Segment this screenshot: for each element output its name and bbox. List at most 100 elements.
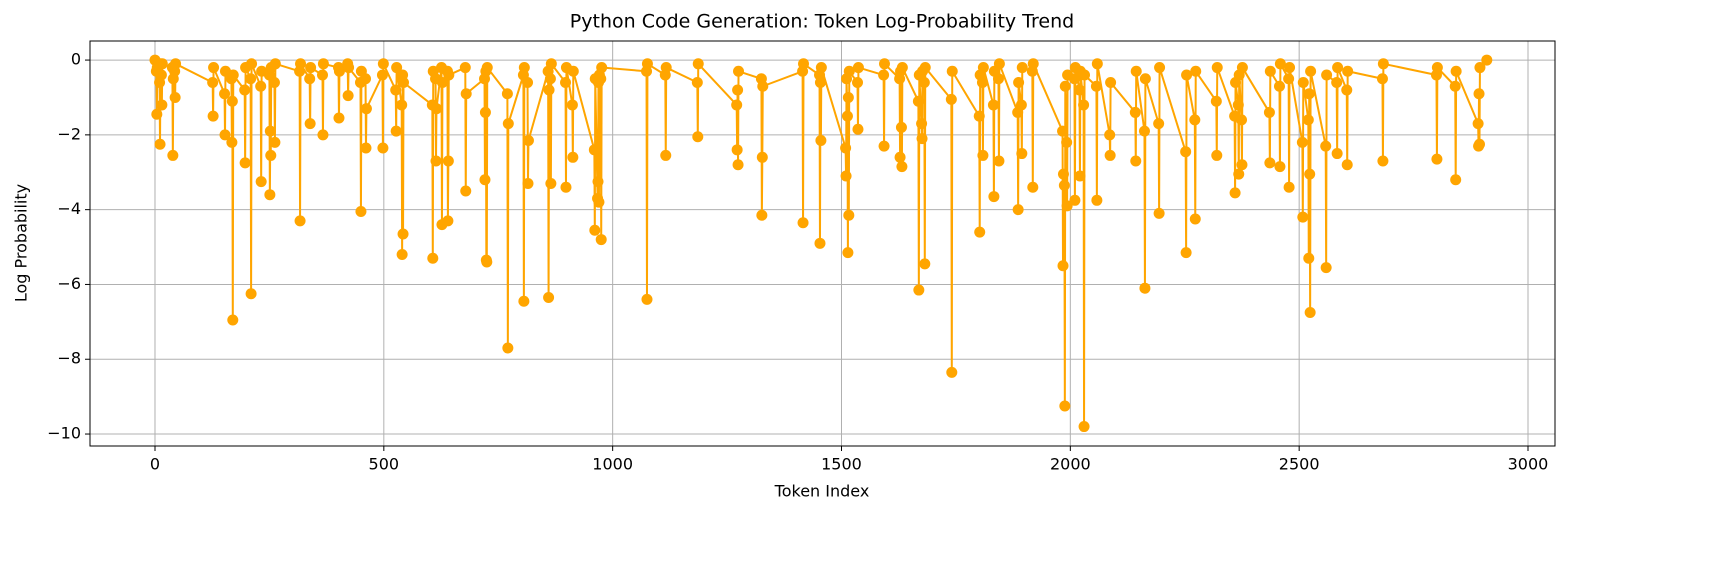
data-point: [1481, 54, 1493, 66]
data-point: [522, 77, 534, 89]
data-point: [1013, 77, 1025, 89]
data-point: [993, 155, 1005, 167]
data-point: [305, 62, 317, 74]
data-point: [756, 209, 768, 221]
data-point: [592, 176, 604, 188]
data-point: [1059, 400, 1071, 412]
data-point: [1305, 65, 1317, 77]
data-point: [1211, 62, 1223, 74]
data-point: [973, 110, 985, 122]
data-point: [1236, 62, 1248, 74]
data-point: [376, 69, 388, 81]
data-point: [560, 181, 572, 193]
data-point: [1263, 106, 1275, 118]
data-point: [1153, 118, 1165, 130]
data-point: [479, 174, 491, 186]
data-point: [1091, 194, 1103, 206]
chart-title: Python Code Generation: Token Log-Probab…: [570, 11, 1074, 33]
data-point: [1331, 77, 1343, 89]
data-point: [1284, 62, 1296, 74]
data-point: [1015, 99, 1027, 111]
data-point: [840, 142, 852, 154]
data-point: [1016, 62, 1028, 74]
data-point: [1211, 149, 1223, 161]
data-point: [333, 65, 345, 77]
data-point: [522, 134, 534, 146]
data-point: [1059, 80, 1071, 92]
data-point: [390, 84, 402, 96]
data-point: [1057, 125, 1069, 137]
y-tick-label: −8: [57, 349, 81, 368]
data-point: [977, 149, 989, 161]
data-point: [154, 138, 166, 150]
data-point: [567, 151, 579, 163]
x-tick-label: 3000: [1508, 455, 1549, 474]
data-point: [156, 58, 168, 70]
data-point: [1153, 207, 1165, 219]
data-point: [976, 77, 988, 89]
data-point: [1283, 181, 1295, 193]
data-point: [269, 58, 281, 70]
data-point: [731, 144, 743, 156]
data-point: [1129, 106, 1141, 118]
data-point: [360, 103, 372, 115]
data-point: [545, 58, 557, 70]
data-point: [566, 99, 578, 111]
data-point: [946, 366, 958, 378]
data-point: [396, 99, 408, 111]
data-point: [208, 62, 220, 74]
data-point: [391, 62, 403, 74]
data-point: [916, 118, 928, 130]
data-point: [226, 136, 238, 148]
data-point: [226, 95, 238, 107]
data-point: [1296, 136, 1308, 148]
y-tick-label: −6: [57, 274, 81, 293]
data-point: [442, 155, 454, 167]
data-point: [377, 58, 389, 70]
data-point: [430, 155, 442, 167]
data-point: [268, 77, 280, 89]
data-point: [852, 62, 864, 74]
data-point: [543, 84, 555, 96]
data-point: [1138, 125, 1150, 137]
data-point: [1304, 168, 1316, 180]
data-point: [641, 293, 653, 305]
data-point: [1090, 80, 1102, 92]
data-point: [660, 62, 672, 74]
data-point: [1190, 65, 1202, 77]
data-point: [443, 69, 455, 81]
data-point: [1233, 168, 1245, 180]
data-point: [593, 196, 605, 208]
data-point: [912, 95, 924, 107]
data-point: [660, 149, 672, 161]
data-point: [543, 292, 555, 304]
data-point: [1210, 95, 1222, 107]
data-point: [442, 215, 454, 227]
data-point: [255, 80, 267, 92]
data-point: [294, 215, 306, 227]
data-point: [852, 77, 864, 89]
data-point: [1104, 129, 1116, 141]
data-point: [269, 136, 281, 148]
x-tick-label: 1500: [821, 455, 862, 474]
data-point: [1302, 114, 1314, 126]
data-point: [1139, 282, 1151, 294]
plot-frame: [89, 40, 1556, 447]
data-point: [1074, 170, 1086, 182]
data-point: [1027, 181, 1039, 193]
data-point: [155, 69, 167, 81]
x-axis-label: Token Index: [774, 482, 870, 501]
data-point: [797, 217, 809, 229]
data-point: [757, 80, 769, 92]
data-point: [840, 170, 852, 182]
data-point: [1069, 194, 1081, 206]
data-point: [1273, 80, 1285, 92]
data-point: [245, 73, 257, 85]
data-point: [1474, 62, 1486, 74]
data-point: [1473, 88, 1485, 100]
data-point: [430, 103, 442, 115]
data-point: [843, 209, 855, 221]
data-point: [1331, 148, 1343, 160]
data-point: [1304, 306, 1316, 318]
data-point: [1189, 213, 1201, 225]
